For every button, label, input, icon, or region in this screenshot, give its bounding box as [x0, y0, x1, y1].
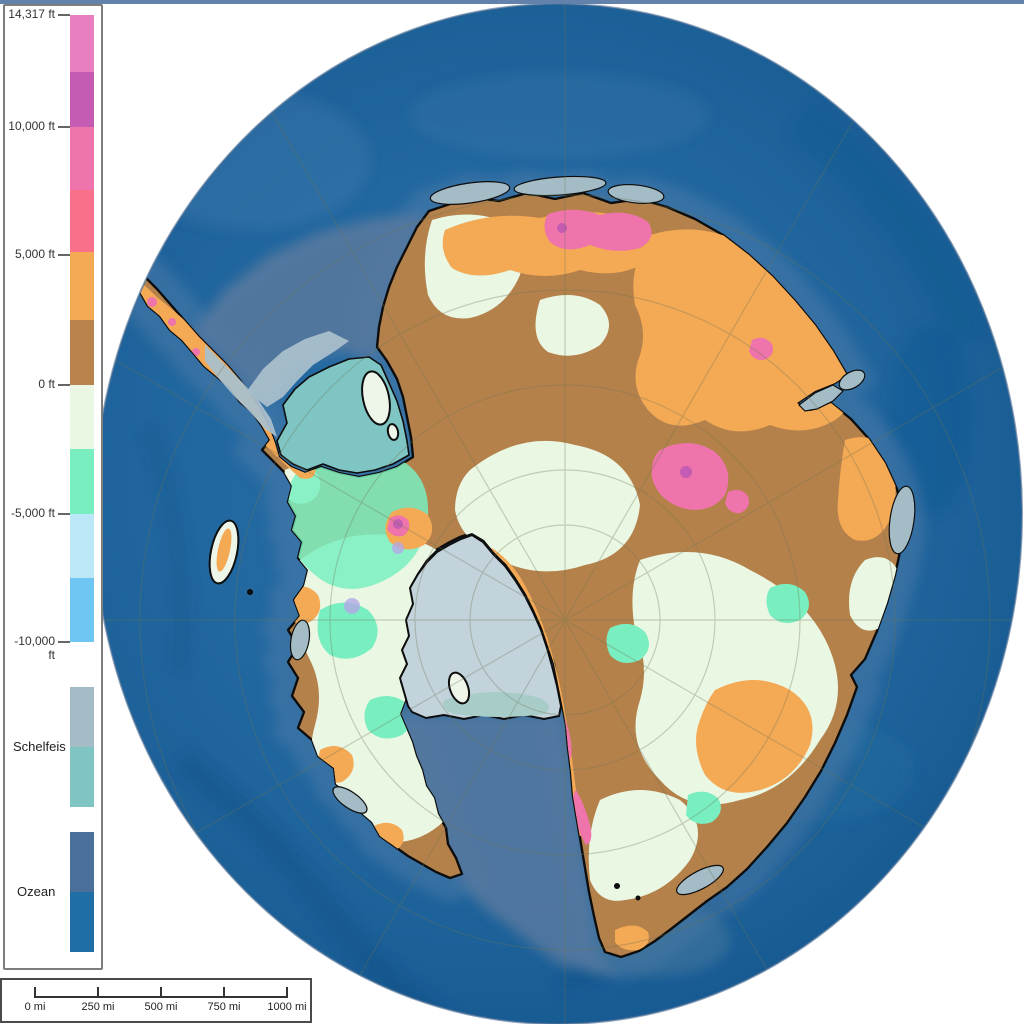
tick-dash [58, 641, 70, 643]
colorbar-seg-7 [70, 385, 94, 449]
colorbar-seg-3 [70, 127, 94, 190]
colorbar-seg-10 [70, 578, 94, 642]
colorbar-seg-1 [70, 15, 94, 72]
scale-bar: 0 mi 250 mi 500 mi 750 mi 1000 mi [0, 978, 312, 1023]
weddell-sea [190, 214, 428, 400]
tick-dash [58, 513, 70, 515]
ozean-color-deep [70, 892, 94, 952]
tick-m10000ft: -10,000 ft [14, 634, 55, 662]
tick-14317ft: 14,317 ft [8, 7, 55, 21]
tick-5000ft: 5,000 ft [14, 247, 55, 261]
high-peak-patches [344, 223, 692, 614]
ross-sea [398, 714, 620, 975]
coastal-ice-fringes [289, 175, 916, 896]
tick-0ft: 0 ft [38, 377, 55, 391]
schelfeis-color-teal [70, 747, 94, 807]
ross-ice-shelf [399, 534, 562, 720]
scale-tick-0 [34, 987, 36, 998]
colorbar-seg-4 [70, 190, 94, 252]
elevation-patches [112, 209, 901, 951]
scale-label-250: 250 mi [81, 1001, 115, 1013]
amery-ice-shelf [798, 384, 844, 412]
berkner-island [361, 370, 391, 426]
top-border-line [0, 0, 1024, 4]
scale-tick-750 [223, 987, 225, 998]
legend-panel: 14,317 ft 10,000 ft 5,000 ft 0 ft -5,000… [3, 4, 103, 970]
berkner-islet [386, 423, 400, 441]
scale-tick-250 [97, 987, 99, 998]
colorbar-seg-8 [70, 449, 94, 514]
scale-label-750: 750 mi [207, 1001, 241, 1013]
schelfeis-swatch [70, 687, 94, 807]
scale-tick-500 [160, 987, 162, 998]
larsen-ice-shelf [205, 345, 277, 437]
tick-dash [58, 254, 70, 256]
ozean-color-shallow [70, 832, 94, 892]
tick-m5000ft: -5,000 ft [10, 506, 55, 520]
colorbar-seg-2 [70, 72, 94, 127]
elevation-colorbar [70, 15, 94, 642]
colorbar-seg-5 [70, 252, 94, 320]
tick-dash [58, 14, 70, 16]
colorbar-seg-6 [70, 320, 94, 385]
scale-tick-1000 [286, 987, 288, 998]
scale-label-0: 0 mi [24, 1001, 46, 1013]
ronne-shelf-gray-part [247, 331, 349, 407]
tick-dash [58, 126, 70, 128]
schelfeis-label: Schelfeis [13, 739, 66, 754]
ozean-swatch [70, 832, 94, 952]
scale-label-500: 500 mi [144, 1001, 178, 1013]
ozean-label: Ozean [17, 884, 56, 899]
scale-label-1000: 1000 mi [267, 1001, 307, 1013]
roosevelt-island [447, 671, 471, 705]
schelfeis-color-light [70, 687, 94, 747]
tick-10000ft: 10,000 ft [8, 119, 55, 133]
tick-dash [58, 384, 70, 386]
colorbar-seg-9 [70, 514, 94, 578]
